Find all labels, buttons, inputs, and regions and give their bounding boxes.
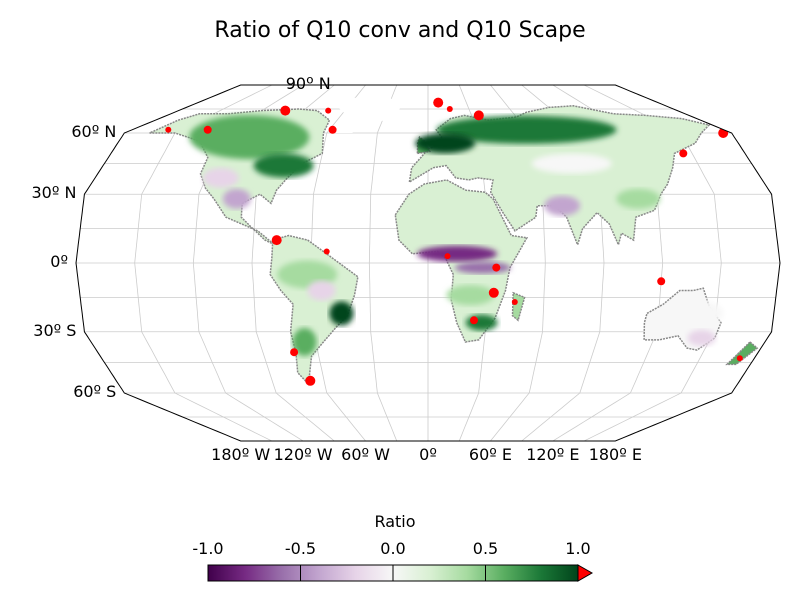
longitude-label: 120º E xyxy=(526,445,580,464)
colorbar xyxy=(207,564,594,582)
australia-interior xyxy=(663,299,724,328)
latitude-label: 30º N xyxy=(31,183,77,203)
overflow-hotspot xyxy=(511,299,518,305)
colorbar-ticks xyxy=(207,565,579,581)
latitude-label: 0º xyxy=(50,252,68,271)
southeast-brazil xyxy=(329,301,354,326)
mexico-patch xyxy=(222,188,251,209)
boreal-north-america xyxy=(189,115,310,160)
longitude-label: 60º E xyxy=(468,445,512,464)
southern-africa-patch xyxy=(446,285,495,306)
colorbar-tick-label: 0.5 xyxy=(472,539,499,558)
greenland xyxy=(334,96,402,133)
argentina-patch xyxy=(292,328,317,356)
overflow-hotspot xyxy=(488,287,499,298)
south-africa-patch xyxy=(465,314,498,331)
colorbar-overflow-arrow xyxy=(577,564,594,582)
colorbar-tick-label: -1.0 xyxy=(192,539,224,558)
western-north-america xyxy=(202,167,239,188)
new-zealand xyxy=(725,340,759,366)
siberia-patch xyxy=(436,115,617,144)
overflow-hotspot xyxy=(165,126,172,133)
overflow-hotspot xyxy=(323,248,330,255)
overflow-hotspot xyxy=(433,97,444,108)
colorbar-tick-label: 1.0 xyxy=(565,539,591,558)
overflow-hotspot xyxy=(271,235,282,246)
land-areas xyxy=(149,96,759,386)
brazil-patch xyxy=(307,280,336,301)
arabia-india-patch xyxy=(544,195,581,216)
eastern-north-america xyxy=(253,153,314,178)
latitude-label: 30º S xyxy=(33,320,77,340)
overflow-hotspot xyxy=(328,125,337,134)
overflow-hotspot xyxy=(492,263,501,272)
overflow-hotspot xyxy=(446,106,453,112)
southeast-australia xyxy=(687,329,716,346)
longitude-label: 60º W xyxy=(341,445,390,464)
longitude-label: 0º xyxy=(419,445,437,464)
central-asia-patch xyxy=(531,153,612,174)
overflow-hotspot xyxy=(679,149,688,158)
colorbar-title: Ratio xyxy=(374,512,416,531)
overflow-hotspot xyxy=(736,355,743,362)
latitude-label: 60º N xyxy=(71,121,117,141)
overflow-hotspot xyxy=(444,253,451,260)
overflow-hotspot xyxy=(290,348,299,357)
longitude-label: 180º W xyxy=(211,445,271,464)
overflow-hotspot xyxy=(280,105,291,116)
page-title: Ratio of Q10 conv and Q10 Scape xyxy=(214,18,586,43)
china-patch xyxy=(616,188,661,209)
overflow-hotspot xyxy=(325,107,332,114)
latitude-label: 60º S xyxy=(73,382,117,402)
colorbar-tick-label: -0.5 xyxy=(284,539,317,558)
central-africa-band xyxy=(417,245,498,262)
east-africa-band xyxy=(454,261,511,274)
europe-patch xyxy=(415,133,476,154)
colorbar-tick-label: 0.0 xyxy=(380,539,406,558)
overflow-hotspot xyxy=(305,375,316,386)
overflow-hotspot xyxy=(473,110,484,121)
overflow-hotspot xyxy=(203,125,212,134)
longitude-label: 180º E xyxy=(588,445,642,464)
longitude-label: 120º W xyxy=(273,445,333,464)
latitude-label: 90º N xyxy=(285,74,331,93)
overflow-hotspot xyxy=(470,316,478,325)
map-boundary xyxy=(75,84,781,442)
overflow-hotspot xyxy=(657,277,666,286)
